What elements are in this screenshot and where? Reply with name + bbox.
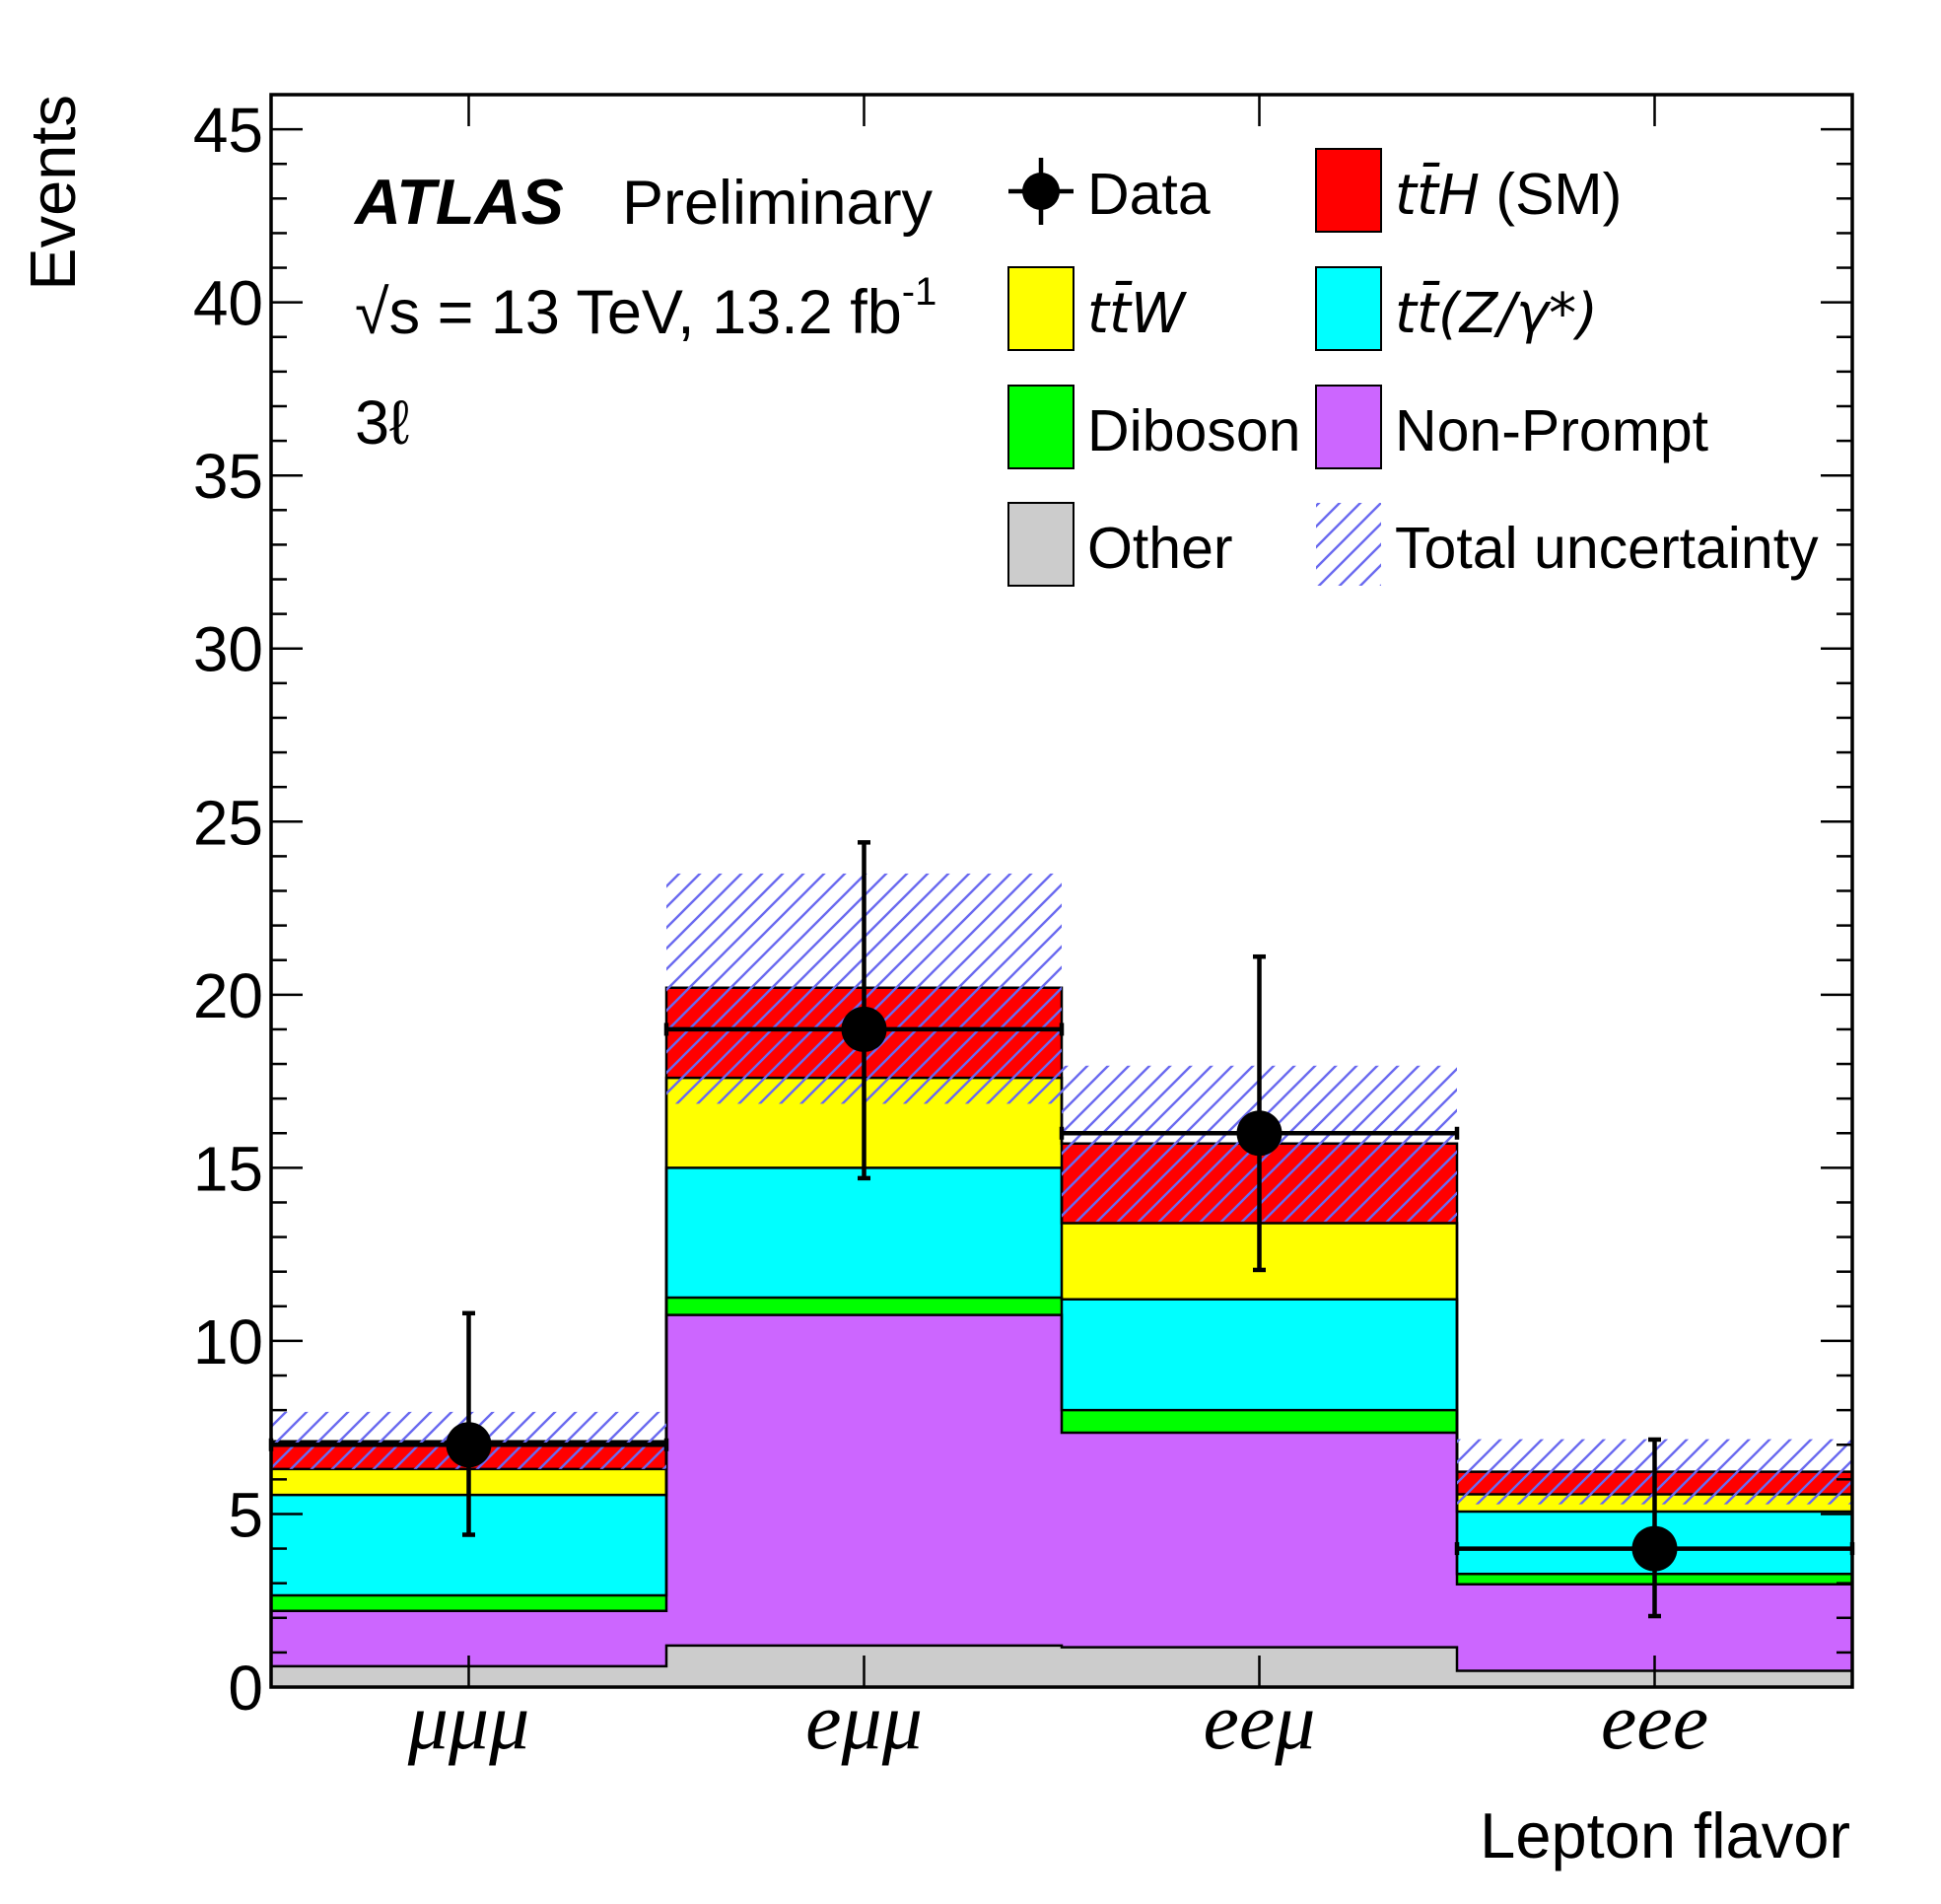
legend-entry-diboson: Diboson [1007,385,1300,469]
legend-entry-ttz: tt̄(Z/γ*) [1315,266,1598,351]
y-tick-label: 45 [193,95,263,166]
legend-label-text: tt̄H [1395,164,1480,228]
legend-label: tt̄(Z/γ*) [1395,282,1598,346]
data-marker [446,1422,492,1468]
legend-label-text: tt̄W [1087,282,1188,346]
y-tick-label: 35 [193,441,263,512]
bar-diboson-bin1 [271,1594,666,1611]
preliminary-label: Preliminary [622,169,934,238]
x-tick-label: μμμ [407,1676,529,1766]
x-tick-label: eee [1601,1676,1708,1766]
y-tick-label: 10 [193,1306,263,1377]
energy-lumi-label: √s = 13 TeV, 13.2 fb-1 [355,270,936,347]
lumi-exponent: -1 [902,270,937,314]
legend-data-marker [1022,173,1060,210]
data-point-bin1 [268,1310,669,1537]
atlas-label: ATLAS [353,166,564,238]
legend-entry-other: Other [1007,502,1233,587]
bar-ttz-bin3 [1062,1299,1457,1411]
legend-entry-tth: tt̄H (SM) [1315,148,1622,233]
legend-swatch [1315,148,1382,233]
legend-label-text: Diboson [1087,398,1300,463]
legend-swatch [1315,266,1382,351]
y-axis-title: Events [17,95,89,291]
legend-entry-total-uncertainty: Total uncertainty [1316,503,1819,586]
data-point-bin4 [1454,1437,1855,1619]
axes: 0 5 10 15 20 25 30 35 40 45 μμμ eμμ eeμ eee [193,95,1852,1766]
legend-label-text: Data [1087,162,1211,227]
bar-diboson-bin2 [666,1298,1062,1315]
y-tick-label: 20 [193,960,263,1031]
data-point-bin2 [663,840,1065,1181]
data-marker [1236,1110,1282,1157]
legend-label: Other [1087,516,1233,581]
legend-label: tt̄W [1087,282,1188,346]
data-marker [1631,1525,1678,1572]
plot-frame [269,93,1854,1689]
legend-label: Diboson [1087,398,1300,463]
y-tick-label: 15 [193,1133,263,1204]
legend-swatch-hatch [1316,503,1381,586]
legend-swatch [1007,385,1074,469]
channel-label: 3ℓ [355,388,409,458]
legend-swatch [1007,502,1074,587]
x-axis-title: Lepton flavor [1480,1799,1850,1871]
bar-ttz-bin2 [666,1167,1062,1299]
legend-label-text: Total uncertainty [1395,516,1819,581]
y-tick-label: 0 [228,1653,263,1724]
data-points [268,840,1855,1619]
x-tick-label: eeμ [1204,1676,1316,1766]
legend-label: tt̄H (SM) [1395,162,1622,228]
legend: Data tt̄H (SM) tt̄W tt̄(Z/γ*) Diboson Non-Pro… [1007,148,1819,587]
legend-entry-data: Data [1008,158,1211,227]
y-tick-label: 25 [193,787,263,858]
energy-lumi-text: √s = 13 TeV, 13.2 fb [355,278,902,347]
legend-swatch [1007,266,1074,351]
y-tick-label: 40 [193,268,263,339]
legend-label-text: tt̄(Z/γ*) [1395,282,1598,346]
x-tick-label: eμμ [805,1676,923,1766]
legend-label-text: Other [1087,516,1233,581]
y-tick-label: 5 [228,1479,263,1550]
y-tick-label: 30 [193,614,263,685]
legend-swatch [1315,385,1382,469]
bar-nonprompt-bin3 [1062,1432,1457,1648]
legend-label: Data [1087,162,1211,227]
legend-label-suffix: (SM) [1480,162,1622,227]
data-point-bin3 [1059,953,1460,1273]
bar-diboson-bin3 [1062,1410,1457,1433]
legend-entry-ttw: tt̄W [1007,266,1188,351]
legend-label: Non-Prompt [1395,398,1708,463]
data-marker [841,1006,887,1052]
legend-label: Total uncertainty [1395,516,1819,581]
legend-entry-nonprompt: Non-Prompt [1315,385,1708,469]
bar-nonprompt-bin2 [666,1314,1062,1646]
legend-label-text: Non-Prompt [1395,398,1708,463]
